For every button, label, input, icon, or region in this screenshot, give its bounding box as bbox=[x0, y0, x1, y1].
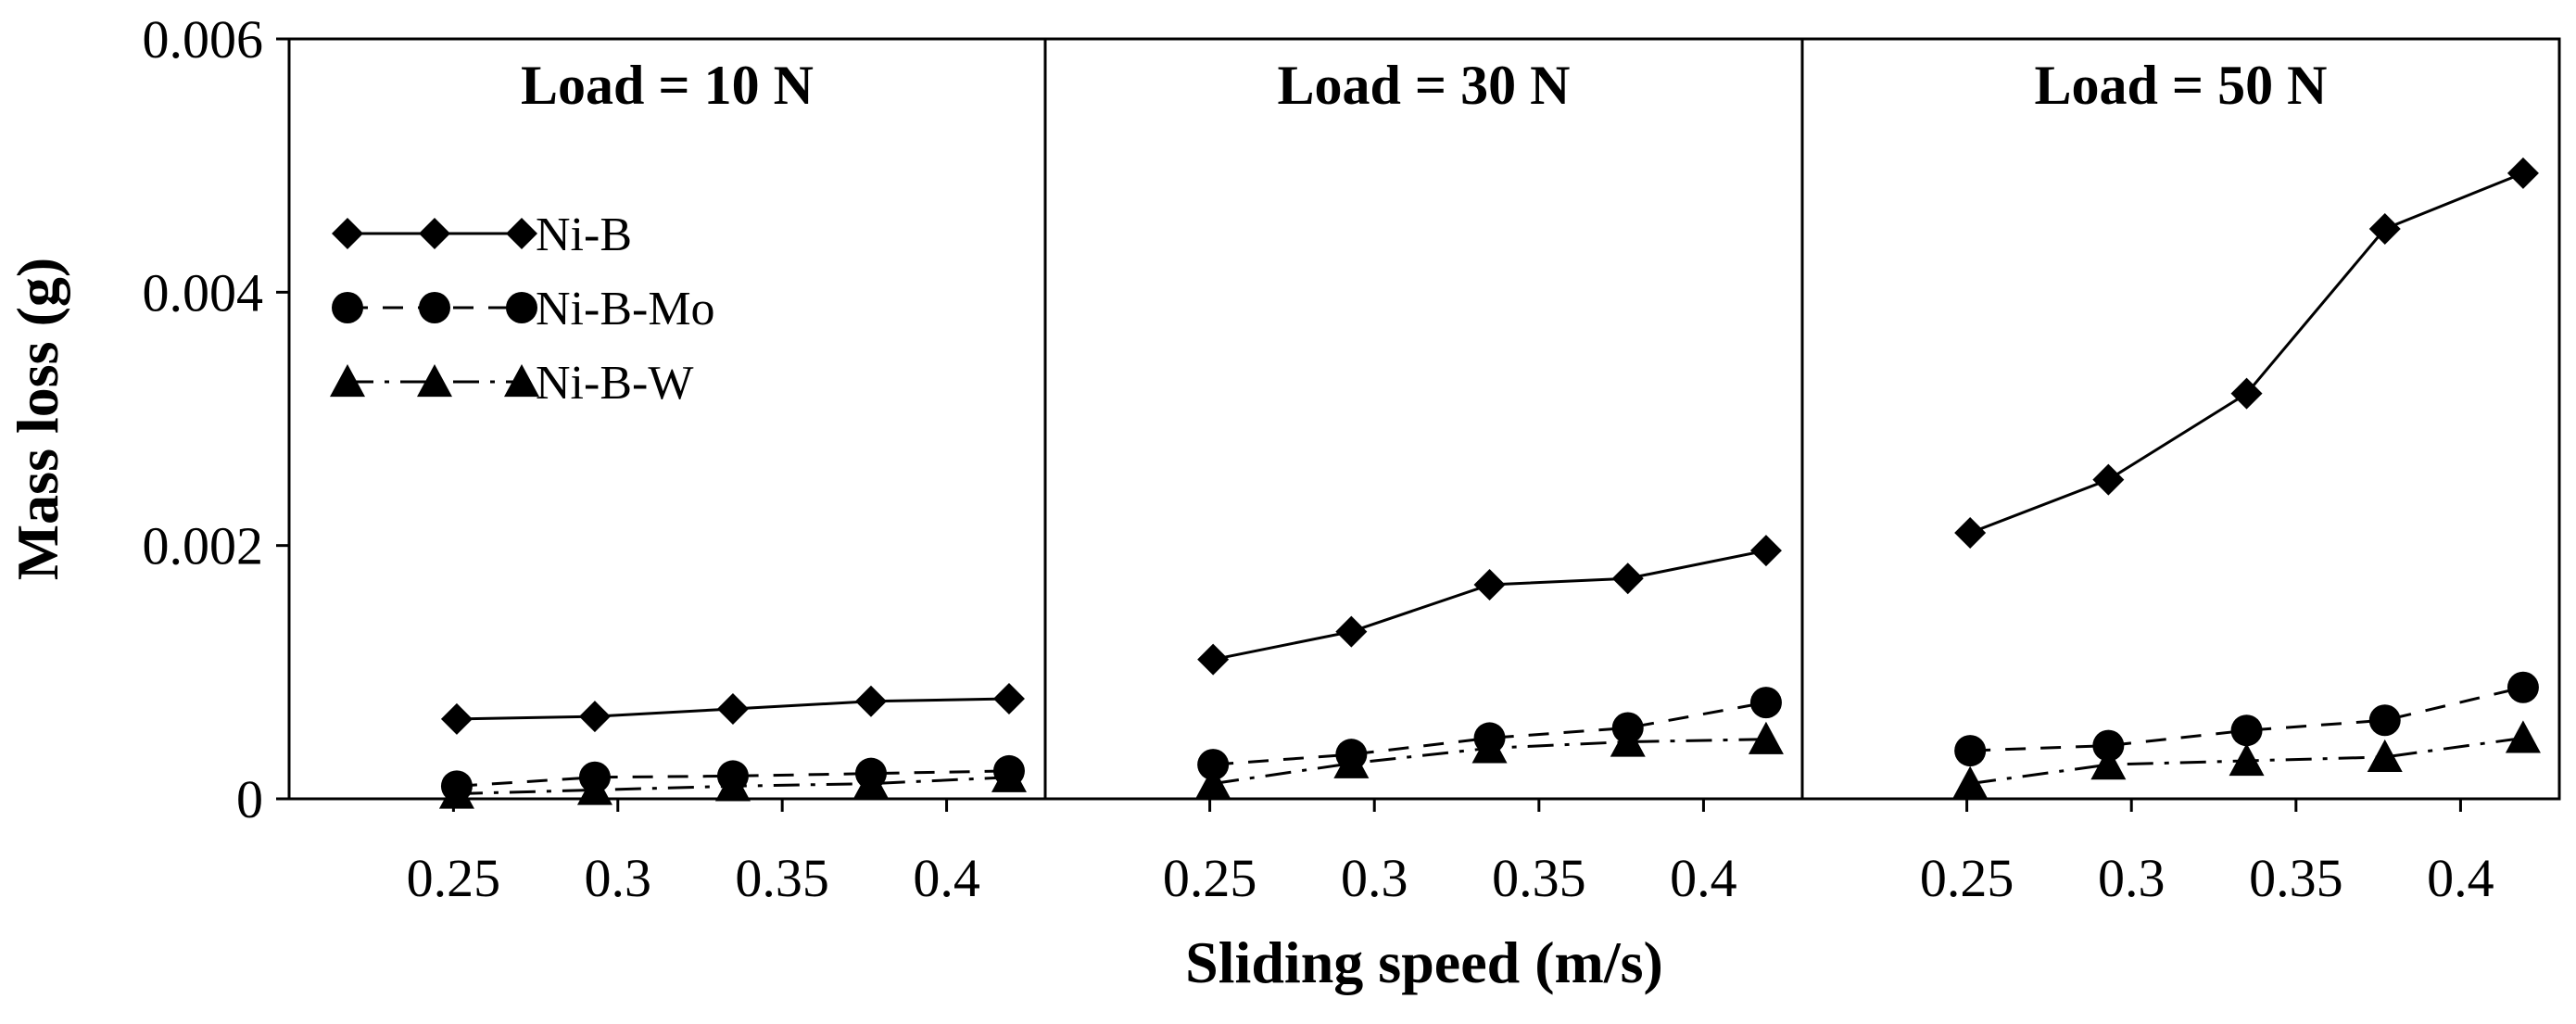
data-point-ni-b-w bbox=[576, 772, 612, 805]
x-tick-label: 0.3 bbox=[1341, 848, 1408, 908]
legend-marker bbox=[506, 218, 537, 249]
legend-marker bbox=[330, 364, 365, 398]
legend-marker bbox=[419, 218, 450, 249]
data-point-ni-b-mo bbox=[1197, 749, 1230, 781]
data-point-ni-b bbox=[2507, 157, 2539, 189]
series-line-ni-b-mo bbox=[456, 769, 1010, 788]
legend-marker bbox=[504, 364, 539, 398]
y-tick-label: 0.004 bbox=[143, 262, 264, 322]
series-line-ni-b bbox=[1969, 171, 2524, 535]
series-line-ni-b-mo bbox=[1213, 701, 1767, 766]
data-point-ni-b bbox=[440, 702, 473, 735]
data-point-ni-b-w bbox=[1952, 765, 1989, 799]
legend-marker bbox=[332, 218, 363, 249]
x-tick-label: 0.25 bbox=[407, 848, 501, 908]
x-tick-label: 0.4 bbox=[2427, 848, 2494, 908]
x-tick-label: 0.3 bbox=[585, 848, 652, 908]
data-point-ni-b bbox=[992, 683, 1025, 715]
y-axis-title: Mass loss (g) bbox=[5, 258, 70, 580]
data-point-ni-b bbox=[2092, 463, 2125, 496]
data-point-ni-b-w bbox=[852, 765, 889, 799]
data-point-ni-b-w bbox=[2229, 743, 2265, 777]
data-point-ni-b bbox=[1197, 643, 1230, 676]
data-point-ni-b-w bbox=[1610, 724, 1646, 757]
legend-label: Ni-B-Mo bbox=[536, 283, 715, 335]
panel-title: Load = 30 N bbox=[1278, 55, 1571, 116]
data-point-ni-b bbox=[2230, 377, 2263, 410]
data-point-ni-b-mo bbox=[2368, 704, 2401, 737]
x-tick-label: 0.35 bbox=[735, 848, 829, 908]
x-tick-label: 0.25 bbox=[1163, 848, 1257, 908]
data-point-ni-b bbox=[2368, 213, 2401, 245]
x-tick-label: 0.3 bbox=[2098, 848, 2166, 908]
legend-label: Ni-B-W bbox=[536, 357, 693, 410]
panel-title: Load = 50 N bbox=[2035, 55, 2328, 116]
data-point-ni-b bbox=[716, 692, 749, 725]
data-point-ni-b-w bbox=[714, 768, 751, 802]
data-point-ni-b-w bbox=[1471, 730, 1508, 764]
legend-marker bbox=[332, 292, 363, 323]
x-tick-label: 0.35 bbox=[1492, 848, 1586, 908]
data-point-ni-b-w bbox=[438, 776, 474, 809]
legend-label: Ni-B bbox=[536, 209, 632, 261]
y-tick-label: 0.002 bbox=[143, 516, 264, 576]
x-tick-label: 0.4 bbox=[1670, 848, 1737, 908]
data-point-ni-b-w bbox=[2367, 739, 2403, 773]
x-tick-label: 0.25 bbox=[1920, 848, 2014, 908]
legend-marker bbox=[417, 364, 452, 398]
data-point-ni-b bbox=[1335, 615, 1368, 648]
x-axis-title: Sliding speed (m/s) bbox=[1185, 929, 1663, 995]
data-point-ni-b-mo bbox=[1954, 735, 1987, 767]
plot-frame bbox=[287, 37, 2561, 801]
data-point-ni-b-mo bbox=[1749, 687, 1782, 719]
data-point-ni-b-mo bbox=[2507, 671, 2539, 703]
x-tick-label: 0.4 bbox=[913, 848, 980, 908]
data-point-ni-b bbox=[1749, 535, 1782, 567]
series-line-ni-b bbox=[1212, 549, 1767, 662]
data-point-ni-b bbox=[578, 701, 611, 733]
data-point-ni-b-mo bbox=[2092, 729, 2125, 762]
panel-title: Load = 10 N bbox=[521, 55, 814, 116]
legend-marker bbox=[506, 292, 537, 323]
data-point-ni-b bbox=[1611, 563, 1644, 595]
y-tick-label: 0 bbox=[236, 769, 263, 829]
series-line-ni-b-mo bbox=[1970, 686, 2524, 752]
data-point-ni-b-w bbox=[2505, 720, 2541, 753]
data-point-ni-b bbox=[1954, 517, 1987, 549]
data-point-ni-b-w bbox=[1333, 745, 1370, 778]
data-point-ni-b bbox=[1473, 569, 1506, 601]
x-tick-label: 0.35 bbox=[2249, 848, 2343, 908]
data-point-ni-b-w bbox=[2090, 747, 2127, 780]
data-point-ni-b-w bbox=[1195, 765, 1231, 799]
y-tick-label: 0.006 bbox=[143, 9, 264, 70]
data-point-ni-b-mo bbox=[2230, 714, 2263, 747]
data-point-ni-b bbox=[854, 685, 887, 717]
legend-marker bbox=[419, 292, 450, 323]
data-point-ni-b-w bbox=[991, 759, 1027, 792]
data-point-ni-b-w bbox=[1748, 721, 1784, 754]
